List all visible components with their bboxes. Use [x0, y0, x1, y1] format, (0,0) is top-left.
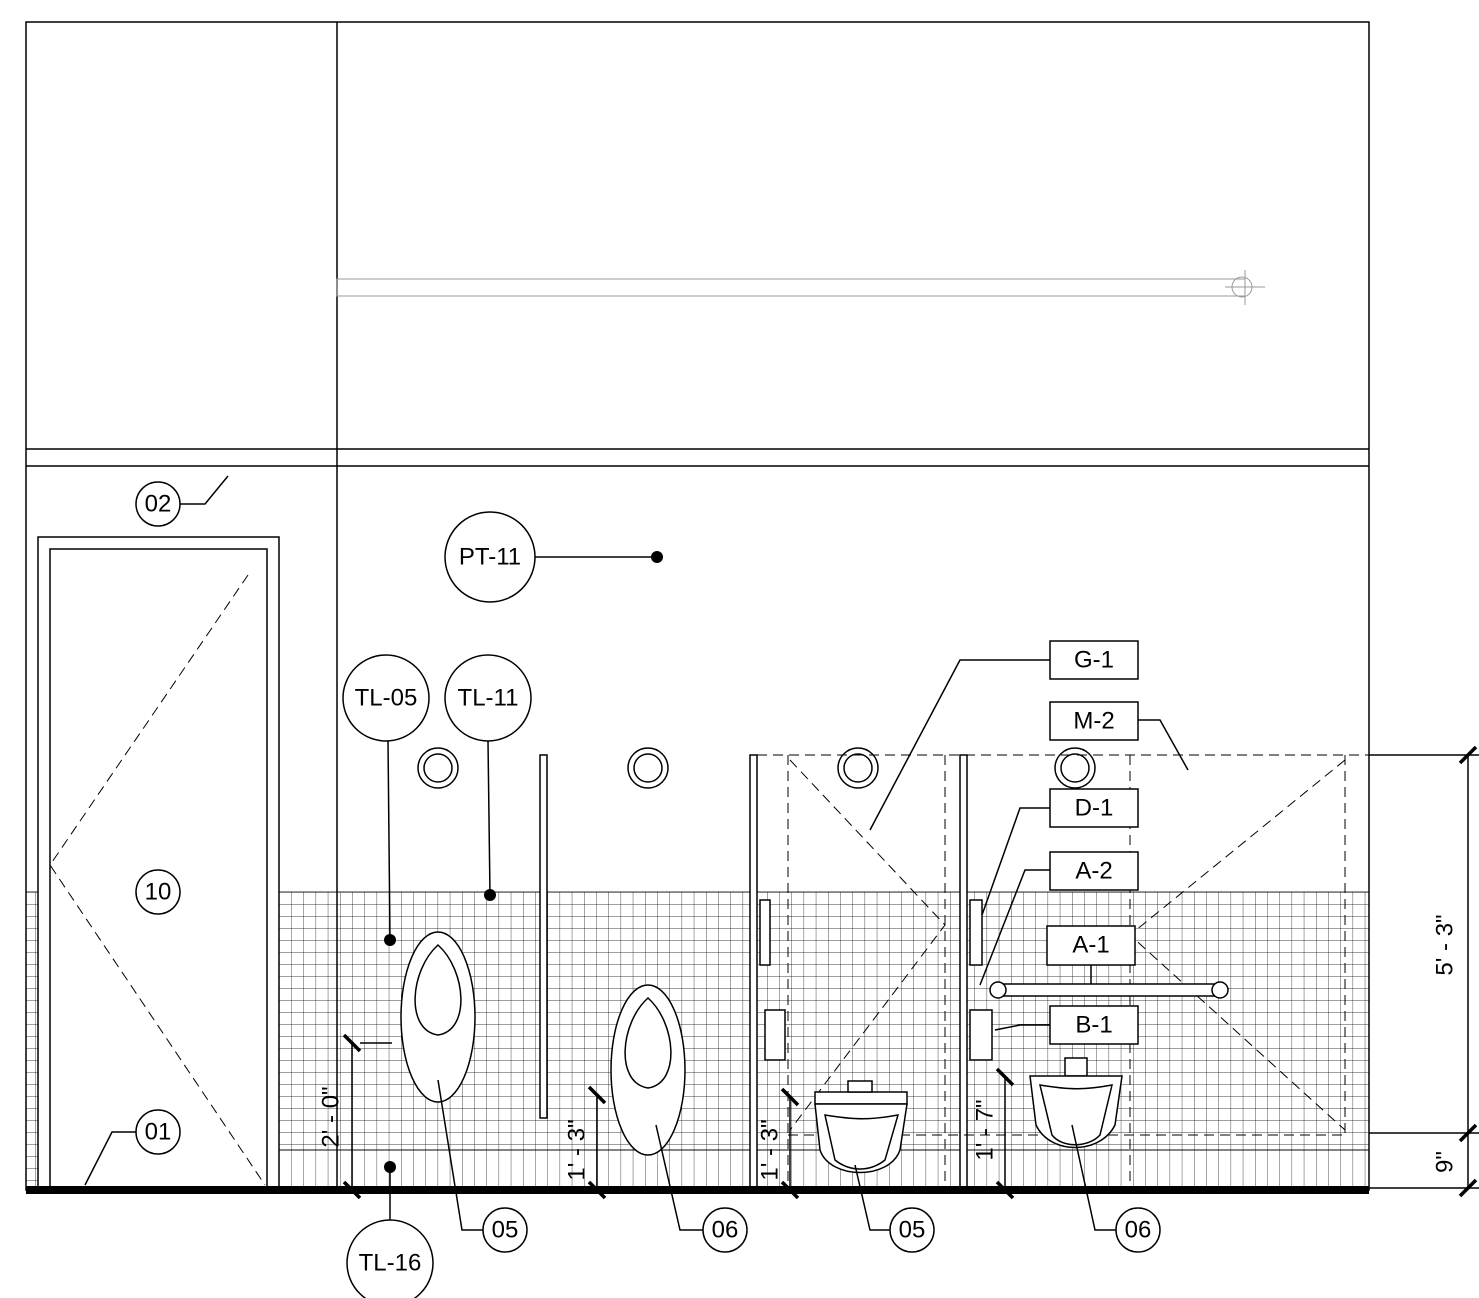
tag: 06 [712, 1216, 739, 1243]
tag: PT-11 [459, 543, 521, 570]
tag: A-2 [1075, 857, 1112, 884]
tag: 10 [145, 878, 172, 905]
dimension: 5' - 3" [1431, 914, 1458, 975]
tag: TL-05 [355, 684, 418, 711]
tag: G-1 [1074, 646, 1114, 673]
tag: B-1 [1075, 1011, 1112, 1038]
tag: TL-16 [359, 1249, 422, 1276]
tag: 05 [899, 1216, 926, 1243]
dimension: 1' - 3" [563, 1119, 590, 1180]
tag: D-1 [1075, 794, 1114, 821]
fixtures [400, 747, 1369, 1191]
tag: 02 [145, 490, 172, 517]
door [37, 536, 280, 1191]
tag: M-2 [1073, 707, 1114, 734]
tag: TL-11 [458, 684, 519, 711]
dimension: 9" [1431, 1151, 1458, 1173]
leaders [84, 475, 1189, 1231]
dimension: 1' - 3" [756, 1119, 783, 1180]
dimension: 2' - 0" [317, 1086, 344, 1147]
tag: A-1 [1072, 931, 1109, 958]
tile [25, 891, 1370, 1191]
dimension: 1' - 7" [971, 1099, 998, 1160]
tag: 01 [145, 1118, 172, 1145]
box-tags: G-1 M-2 D-1 A-2 A-1 B-1 [1046, 640, 1139, 1045]
tag: 06 [1125, 1216, 1152, 1243]
tag: 05 [492, 1216, 519, 1243]
circle-tags: 02 PT-11 10 TL-05 TL-11 01 05 06 05 06 T… [135, 481, 1161, 1298]
dimensions: 2' - 0" 1' - 3" 1' - 3" 1' - 7" 5' - 3" … [317, 745, 1479, 1200]
